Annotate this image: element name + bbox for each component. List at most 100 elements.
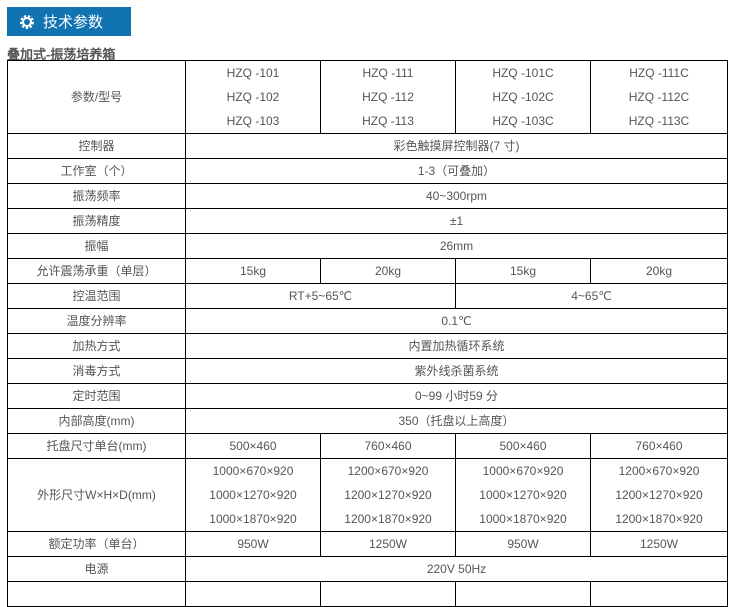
table-row: 定时范围 0~99 小时59 分 — [7, 383, 728, 409]
dims-cell-line: 1200×1270×920 — [615, 488, 703, 502]
model-cell-line: HZQ -113 — [362, 114, 414, 128]
table-row: 控温范围 RT+5~65℃ 4~65℃ — [7, 283, 728, 309]
model-cell-line: HZQ -113C — [628, 114, 690, 128]
table-row: 振荡精度 ±1 — [7, 208, 728, 234]
dims-cell-line: 1000×1270×920 — [479, 488, 567, 502]
row-label: 定时范围 — [7, 383, 186, 409]
model-cell: HZQ -111 HZQ -112 HZQ -113 — [320, 60, 456, 134]
row-value: 彩色触摸屏控制器(7 寸) — [185, 133, 728, 159]
row-value: 760×460 — [590, 433, 728, 459]
dims-cell-line: 1200×670×920 — [618, 464, 700, 478]
row-value: 0~99 小时59 分 — [185, 383, 728, 409]
row-value: 内置加热循环系统 — [185, 333, 728, 359]
row-label: 允许震荡承重（单层） — [7, 258, 186, 284]
row-label: 温度分辨率 — [7, 308, 186, 334]
model-cell-line: HZQ -111 — [362, 66, 414, 80]
row-value: 1250W — [320, 531, 456, 557]
row-label: 额定功率（单台） — [7, 531, 186, 557]
dims-cell-line: 1000×1870×920 — [479, 512, 567, 526]
model-cell-line: HZQ -103C — [492, 114, 554, 128]
empty-cell — [455, 581, 591, 607]
dims-cell-line: 1000×670×920 — [212, 464, 294, 478]
dims-cell-line: 1200×1870×920 — [615, 512, 703, 526]
table-row: 内部高度(mm) 350（托盘以上高度） — [7, 408, 728, 434]
row-label: 托盘尺寸单台(mm) — [7, 433, 186, 459]
row-label: 电源 — [7, 556, 186, 582]
model-cell: HZQ -101 HZQ -102 HZQ -103 — [185, 60, 321, 134]
row-label: 振幅 — [7, 233, 186, 259]
row-value: 500×460 — [455, 433, 591, 459]
row-value: 26mm — [185, 233, 728, 259]
table-row: 托盘尺寸单台(mm) 500×460 760×460 500×460 760×460 — [7, 433, 728, 459]
dims-cell: 1000×670×920 1000×1270×920 1000×1870×920 — [455, 458, 591, 532]
dims-cell-line: 1200×1270×920 — [344, 488, 432, 502]
dims-cell: 1200×670×920 1200×1270×920 1200×1870×920 — [590, 458, 728, 532]
row-value: 15kg — [455, 258, 591, 284]
row-value: 350（托盘以上高度） — [185, 408, 728, 434]
row-value: 950W — [455, 531, 591, 557]
row-label: 控温范围 — [7, 283, 186, 309]
row-label: 振荡精度 — [7, 208, 186, 234]
row-label: 工作室（个） — [7, 158, 186, 184]
row-label: 内部高度(mm) — [7, 408, 186, 434]
table-row: 允许震荡承重（单层） 15kg 20kg 15kg 20kg — [7, 258, 728, 284]
table-row: 加热方式 内置加热循环系统 — [7, 333, 728, 359]
table-row: 控制器 彩色触摸屏控制器(7 寸) — [7, 133, 728, 159]
dims-cell: 1200×670×920 1200×1270×920 1200×1870×920 — [320, 458, 456, 532]
dims-cell-line: 1000×1870×920 — [209, 512, 297, 526]
row-label: 外形尺寸W×H×D(mm) — [7, 458, 186, 532]
row-value: 4~65℃ — [455, 283, 728, 309]
dims-cell-line: 1000×1270×920 — [209, 488, 297, 502]
row-label: 振荡频率 — [7, 183, 186, 209]
table-row: 电源 220V 50Hz — [7, 556, 728, 582]
row-value: 950W — [185, 531, 321, 557]
row-value: 20kg — [590, 258, 728, 284]
row-value: 紫外线杀菌系统 — [185, 358, 728, 384]
dims-cell: 1000×670×920 1000×1270×920 1000×1870×920 — [185, 458, 321, 532]
row-value: 760×460 — [320, 433, 456, 459]
empty-cell — [590, 581, 728, 607]
dims-cell-line: 1200×670×920 — [347, 464, 429, 478]
dims-cell-line: 1200×1870×920 — [344, 512, 432, 526]
model-cell: HZQ -101C HZQ -102C HZQ -103C — [455, 60, 591, 134]
spec-table: 参数/型号 HZQ -101 HZQ -102 HZQ -103 HZQ -111 HZQ… — [7, 60, 728, 607]
row-value: 1-3（可叠加） — [185, 158, 728, 184]
row-value: 220V 50Hz — [185, 556, 728, 582]
model-cell-line: HZQ -111C — [629, 66, 689, 80]
product-subtitle: 叠加式-振荡培养箱 — [7, 47, 116, 62]
table-row: 工作室（个） 1-3（可叠加） — [7, 158, 728, 184]
row-label: 加热方式 — [7, 333, 186, 359]
row-value: 15kg — [185, 258, 321, 284]
row-value: 20kg — [320, 258, 456, 284]
table-row: 消毒方式 紫外线杀菌系统 — [7, 358, 728, 384]
table-row: 振荡频率 40~300rpm — [7, 183, 728, 209]
dims-cell-line: 1000×670×920 — [482, 464, 564, 478]
model-cell-line: HZQ -101 — [226, 66, 280, 80]
row-value: 500×460 — [185, 433, 321, 459]
section-title: 技术参数 — [43, 14, 104, 31]
empty-cell — [320, 581, 456, 607]
model-cell-line: HZQ -103 — [226, 114, 280, 128]
empty-cell — [7, 581, 186, 607]
row-value: ±1 — [185, 208, 728, 234]
model-cell-line: HZQ -101C — [492, 66, 554, 80]
model-cell-line: HZQ -112C — [628, 90, 690, 104]
row-value: 40~300rpm — [185, 183, 728, 209]
table-row: 额定功率（单台） 950W 1250W 950W 1250W — [7, 531, 728, 557]
empty-cell — [185, 581, 321, 607]
section-header: 技术参数 — [7, 7, 131, 36]
row-label: 控制器 — [7, 133, 186, 159]
model-row: 参数/型号 HZQ -101 HZQ -102 HZQ -103 HZQ -111 HZQ… — [7, 60, 728, 134]
model-cell-line: HZQ -102 — [226, 90, 280, 104]
model-cell-line: HZQ -112 — [362, 90, 414, 104]
dims-row: 外形尺寸W×H×D(mm) 1000×670×920 1000×1270×920 10… — [7, 458, 728, 532]
row-value: 1250W — [590, 531, 728, 557]
row-value: 0.1℃ — [185, 308, 728, 334]
row-label: 消毒方式 — [7, 358, 186, 384]
model-cell-line: HZQ -102C — [492, 90, 554, 104]
table-row: 振幅 26mm — [7, 233, 728, 259]
row-label: 参数/型号 — [7, 60, 186, 134]
model-cell: HZQ -111C HZQ -112C HZQ -113C — [590, 60, 728, 134]
gear-icon — [20, 14, 34, 29]
table-row: 温度分辨率 0.1℃ — [7, 308, 728, 334]
